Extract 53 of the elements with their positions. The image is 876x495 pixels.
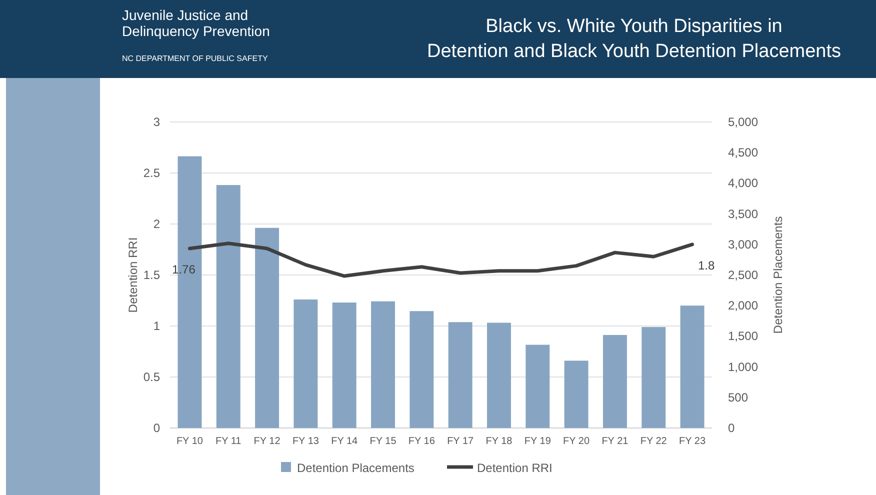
x-tick-label: FY 15 (370, 436, 397, 447)
y-tick-label: 3 (153, 115, 160, 129)
y-tick-label: 1.5 (143, 268, 160, 282)
x-tick-label: FY 14 (331, 436, 358, 447)
x-tick-label: FY 10 (176, 436, 204, 447)
legend-label: Detention Placements (297, 461, 414, 475)
y2-tick-label: 0 (728, 421, 735, 435)
y-tick-label: 0 (153, 421, 160, 435)
y2-tick-label: 500 (728, 390, 748, 404)
y-tick-label: 1 (153, 319, 160, 333)
bar (602, 334, 627, 428)
x-tick-label: FY 12 (254, 436, 281, 447)
y2-tick-label: 1,000 (728, 360, 758, 374)
y-axis-title: Detention RRI (126, 237, 140, 313)
chart-title: Black vs. White Youth Disparities in Detention and Black Youth Detention Placements (426, 16, 842, 62)
y-tick-label: 0.5 (143, 370, 160, 384)
x-tick-label: FY 23 (679, 436, 706, 447)
bar (526, 344, 550, 428)
y2-tick-label: 4,500 (728, 146, 758, 160)
data-label: 1.8 (698, 258, 715, 272)
x-tick-label: FY 19 (524, 436, 552, 447)
bar (642, 327, 666, 428)
x-tick-label: FY 20 (563, 436, 590, 447)
y2-tick-label: 1,500 (728, 329, 758, 344)
legend-label: Detention RRI (477, 461, 552, 475)
x-tick-label: FY 11 (215, 436, 242, 447)
bar (255, 228, 280, 428)
x-tick-label: FY 21 (602, 436, 629, 447)
y-tick-label: 2.5 (143, 166, 160, 180)
x-tick-label: FY 17 (447, 436, 474, 447)
y2-tick-label: 3,500 (728, 206, 758, 221)
x-tick-label: FY 18 (486, 436, 513, 447)
bar (448, 322, 472, 428)
y2-tick-label: 4,000 (728, 176, 758, 190)
bar (487, 322, 511, 428)
bar (564, 360, 588, 428)
bar (410, 311, 434, 428)
y2-axis-title: Detention Placements (771, 216, 785, 334)
text: Juvenile Justice and Delinquency Prevention (122, 7, 270, 39)
bar (216, 185, 240, 428)
x-tick-label: FY 22 (640, 436, 668, 447)
bar (371, 301, 395, 428)
text: NC DEPARTMENT OF PUBLIC SAFETY (122, 54, 268, 63)
bar (332, 302, 356, 428)
bar (294, 299, 318, 428)
bar (680, 306, 704, 428)
y2-tick-label: 5,000 (728, 115, 758, 129)
y-tick-label: 2 (153, 217, 160, 231)
x-tick-label: FY 16 (408, 436, 436, 447)
x-tick-label: FY 13 (292, 436, 320, 447)
y2-tick-label: 2,000 (728, 298, 758, 313)
y2-tick-label: 2,500 (728, 268, 758, 282)
y2-tick-label: 3,000 (728, 237, 758, 252)
